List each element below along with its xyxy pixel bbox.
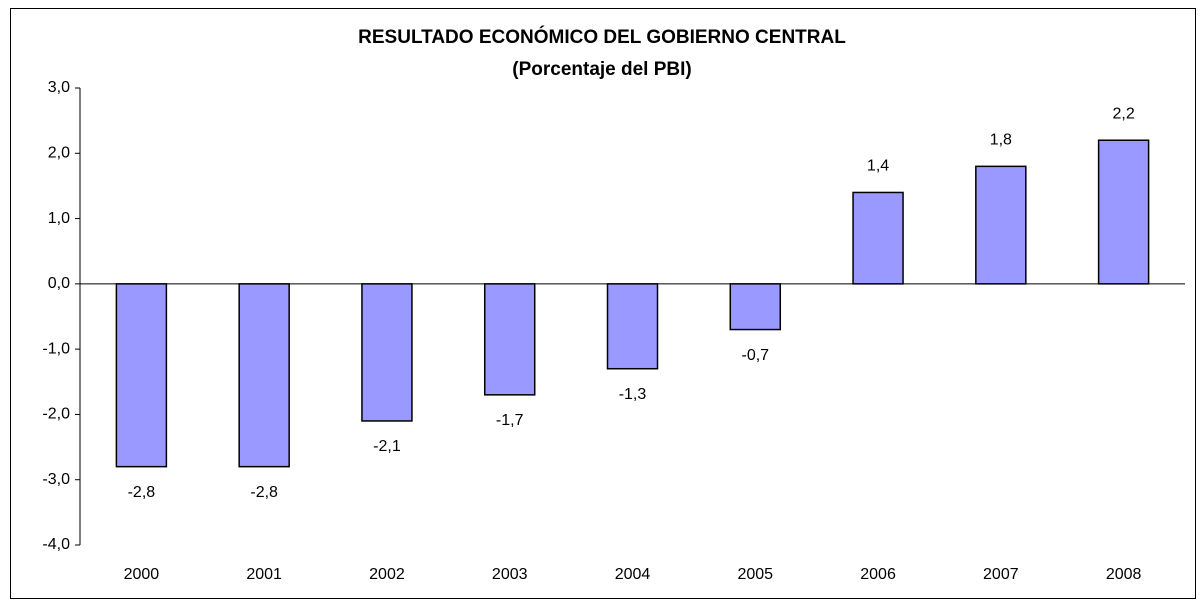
data-label: 2,2 xyxy=(1112,105,1134,122)
bar xyxy=(238,283,290,468)
y-tick-label: -3,0 xyxy=(42,471,70,488)
y-tick-label: -2,0 xyxy=(42,406,70,423)
x-tick-label: 2008 xyxy=(1106,566,1142,583)
bar xyxy=(361,283,413,422)
data-label: -1,3 xyxy=(619,386,647,403)
x-tick-label: 2002 xyxy=(369,566,405,583)
data-label: -2,8 xyxy=(128,484,156,501)
y-tick-label: 3,0 xyxy=(48,79,70,96)
data-label: -2,1 xyxy=(373,438,401,455)
x-tick-label: 2006 xyxy=(860,566,896,583)
y-tick-label: 2,0 xyxy=(48,145,70,162)
y-tick-label: 1,0 xyxy=(48,210,70,227)
x-tick-label: 2004 xyxy=(615,566,651,583)
x-tick-label: 2007 xyxy=(983,566,1019,583)
data-label: -1,7 xyxy=(496,412,524,429)
data-label: -0,7 xyxy=(741,347,769,364)
bar xyxy=(729,283,782,331)
bar xyxy=(975,165,1027,285)
x-tick-label: 2001 xyxy=(246,566,282,583)
chart-subtitle: (Porcentaje del PBI) xyxy=(512,59,692,80)
x-tick-label: 2003 xyxy=(492,566,528,583)
bar xyxy=(606,283,659,370)
bar xyxy=(115,283,168,468)
y-tick-label: -1,0 xyxy=(42,340,70,357)
bar xyxy=(483,283,536,396)
x-tick-label: 2000 xyxy=(124,566,160,583)
y-tick-label: 0,0 xyxy=(48,275,70,292)
x-tick-label: 2005 xyxy=(737,566,773,583)
data-label: -2,8 xyxy=(250,484,278,501)
bar xyxy=(1097,139,1150,285)
data-label: 1,4 xyxy=(867,158,889,175)
bar xyxy=(852,191,904,285)
data-label: 1,8 xyxy=(990,132,1012,149)
chart-border xyxy=(10,8,1196,599)
y-tick-label: -4,0 xyxy=(42,536,70,553)
chart-title: RESULTADO ECONÓMICO DEL GOBIERNO CENTRAL xyxy=(358,26,846,48)
